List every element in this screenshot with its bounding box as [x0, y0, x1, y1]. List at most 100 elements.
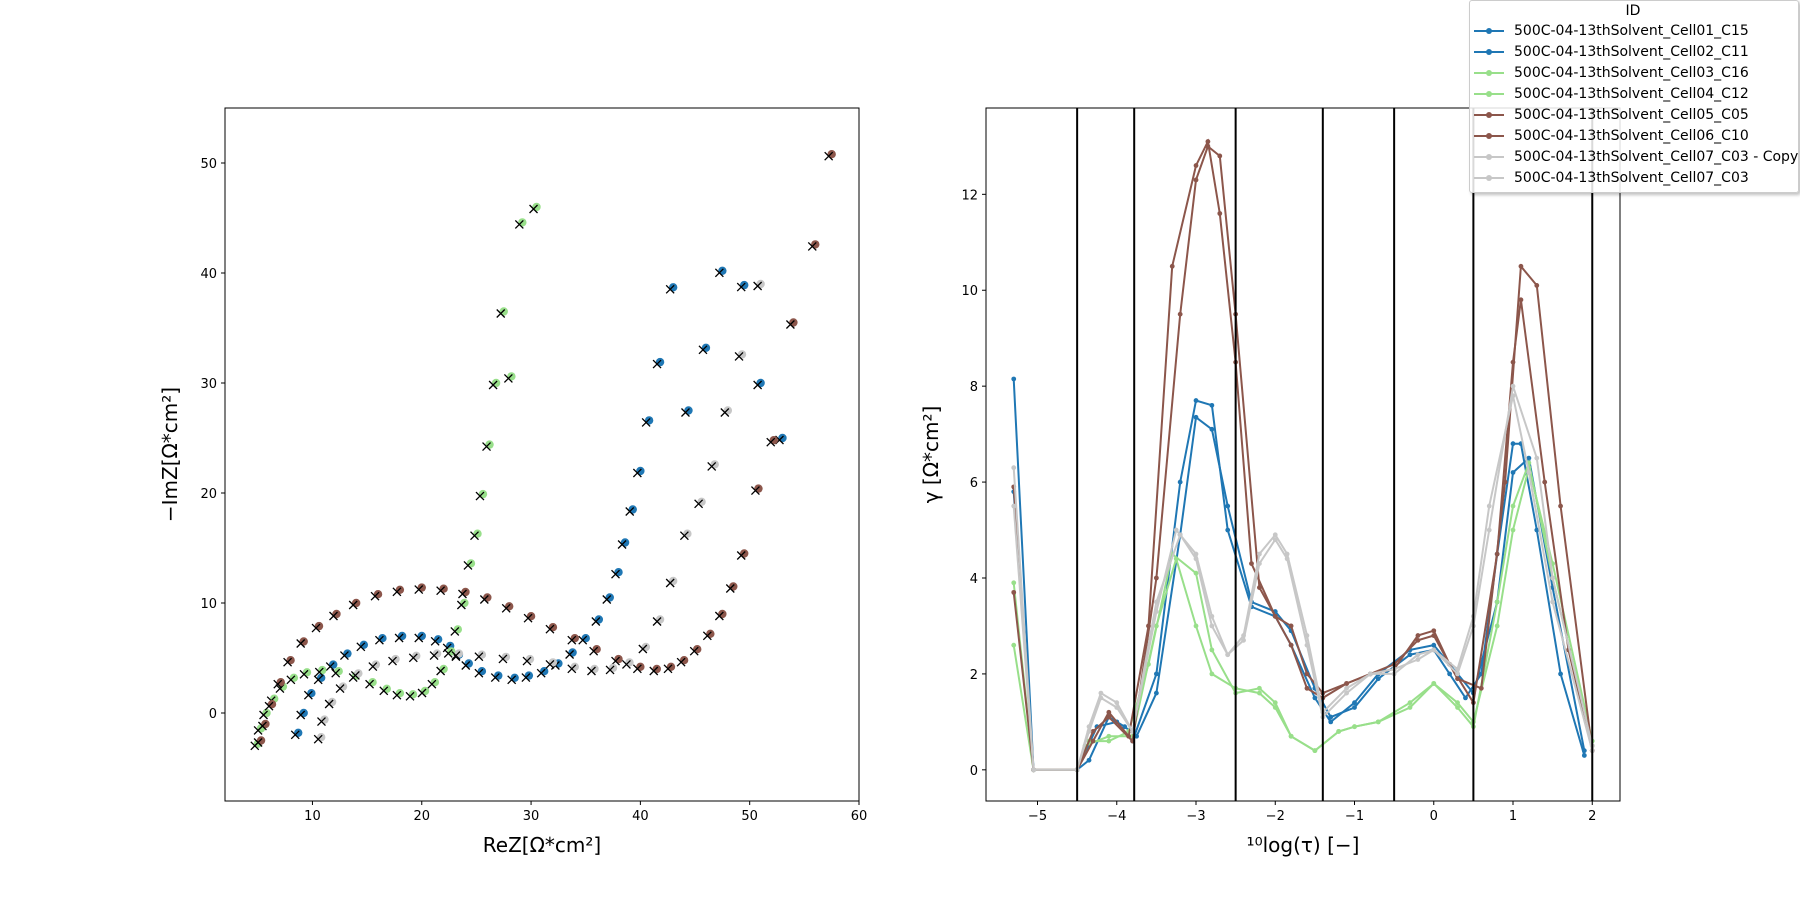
nyquist-frame [224, 107, 860, 802]
fit-marker [313, 734, 323, 744]
fit-marker [521, 673, 531, 683]
fit-marker [753, 380, 763, 390]
series-point [1494, 599, 1500, 605]
fit-marker [436, 666, 446, 676]
fit-marker [824, 151, 834, 161]
series-point [1106, 733, 1112, 739]
series-point [1502, 479, 1508, 485]
series-point [1209, 613, 1215, 619]
fit-marker [488, 380, 498, 390]
legend-item: 500C-04-13thSolvent_Cell05_C05 [1474, 104, 1792, 125]
series-point [1257, 690, 1262, 696]
drt-frame [985, 107, 1621, 802]
legend-swatch [1474, 151, 1504, 163]
series-point [1510, 393, 1516, 399]
series-point [1193, 163, 1199, 168]
fit-marker [714, 268, 724, 278]
series-point [1526, 470, 1532, 475]
fit-marker [529, 204, 538, 214]
fit-marker [625, 507, 635, 516]
nyquist-xtick-label: 60 [851, 809, 868, 824]
series-lines [1011, 138, 1595, 773]
series-point [1106, 714, 1112, 720]
series-point [1193, 551, 1199, 557]
fit-marker [365, 679, 375, 689]
fit-marker [641, 417, 651, 427]
series-point [1486, 527, 1492, 533]
series-point [1447, 671, 1453, 677]
legend-item: 500C-04-13thSolvent_Cell01_C15 [1474, 20, 1792, 41]
series-point [1257, 685, 1262, 691]
fit-marker [405, 691, 415, 701]
series-green [250, 202, 541, 751]
series-point [1558, 671, 1563, 677]
series-point [1455, 676, 1460, 682]
fit-marker [339, 651, 349, 661]
fit-marker [394, 633, 404, 643]
legend-label: 500C-04-13thSolvent_Cell04_C12 [1514, 85, 1749, 102]
series-point [1407, 700, 1413, 706]
legend-label: 500C-04-13thSolvent_Cell05_C05 [1514, 106, 1749, 123]
series-point [1431, 642, 1437, 648]
fit-marker [632, 468, 642, 478]
fit-marker [329, 611, 338, 621]
drt-xtick-label: −3 [1186, 809, 1205, 824]
legend-item: 500C-04-13thSolvent_Cell06_C10 [1474, 125, 1792, 146]
series-point [1415, 652, 1421, 658]
series-point [1455, 671, 1460, 677]
nyquist-xtick-label: 10 [304, 809, 321, 824]
fit-marker [408, 653, 418, 663]
fit-marker [474, 652, 484, 662]
series-point [1193, 177, 1199, 183]
series-point [1288, 623, 1294, 629]
fit-marker [458, 589, 467, 599]
series-point [1352, 705, 1357, 710]
legend-label: 500C-04-13thSolvent_Cell07_C03 - Copy [1514, 148, 1799, 165]
series-point [1494, 623, 1500, 629]
series-point [1225, 652, 1231, 658]
fit-marker [348, 600, 358, 610]
fit-marker [578, 635, 588, 645]
drt-xtick-label: −2 [1266, 809, 1285, 824]
series-point [1217, 211, 1223, 216]
series-point [1455, 705, 1460, 710]
drt-ytick-label: 4 [970, 572, 978, 587]
series-point [1431, 647, 1437, 653]
fit-marker [356, 642, 366, 652]
fit-marker [503, 373, 513, 383]
series-point [1284, 556, 1290, 562]
fit-marker [299, 669, 309, 679]
series-point [1431, 681, 1437, 686]
legend-swatch-marker [1486, 111, 1492, 118]
series-point [1209, 623, 1215, 629]
series-point [1415, 637, 1421, 643]
fit-marker [522, 656, 532, 666]
series-point [1209, 402, 1215, 408]
legend-swatch-marker [1486, 27, 1492, 34]
series-point [1209, 671, 1215, 677]
series-point [1375, 719, 1381, 725]
series-point [1177, 479, 1183, 485]
series-point [1090, 729, 1096, 734]
series-point [1272, 537, 1278, 543]
series-point [1550, 575, 1556, 581]
series-point [1169, 263, 1175, 269]
fit-marker [714, 611, 724, 621]
drt-ytick-label: 6 [970, 476, 978, 491]
series-point [1344, 681, 1349, 686]
legend-swatch-marker [1486, 132, 1492, 139]
fit-marker [694, 499, 704, 509]
fit-marker [290, 730, 300, 740]
fit-marker [507, 675, 517, 685]
series-point [1011, 642, 1017, 648]
legend-swatch-marker [1486, 153, 1492, 160]
legend-swatch [1474, 67, 1504, 79]
series-point [1344, 690, 1349, 696]
drt-xtick-label: −1 [1345, 809, 1364, 824]
fit-marker [652, 617, 662, 626]
series-point [1098, 690, 1104, 696]
drt-xtick-label: 1 [1509, 809, 1517, 824]
fit-marker [665, 578, 675, 588]
series-point [1518, 297, 1524, 303]
fit-marker [392, 690, 402, 700]
